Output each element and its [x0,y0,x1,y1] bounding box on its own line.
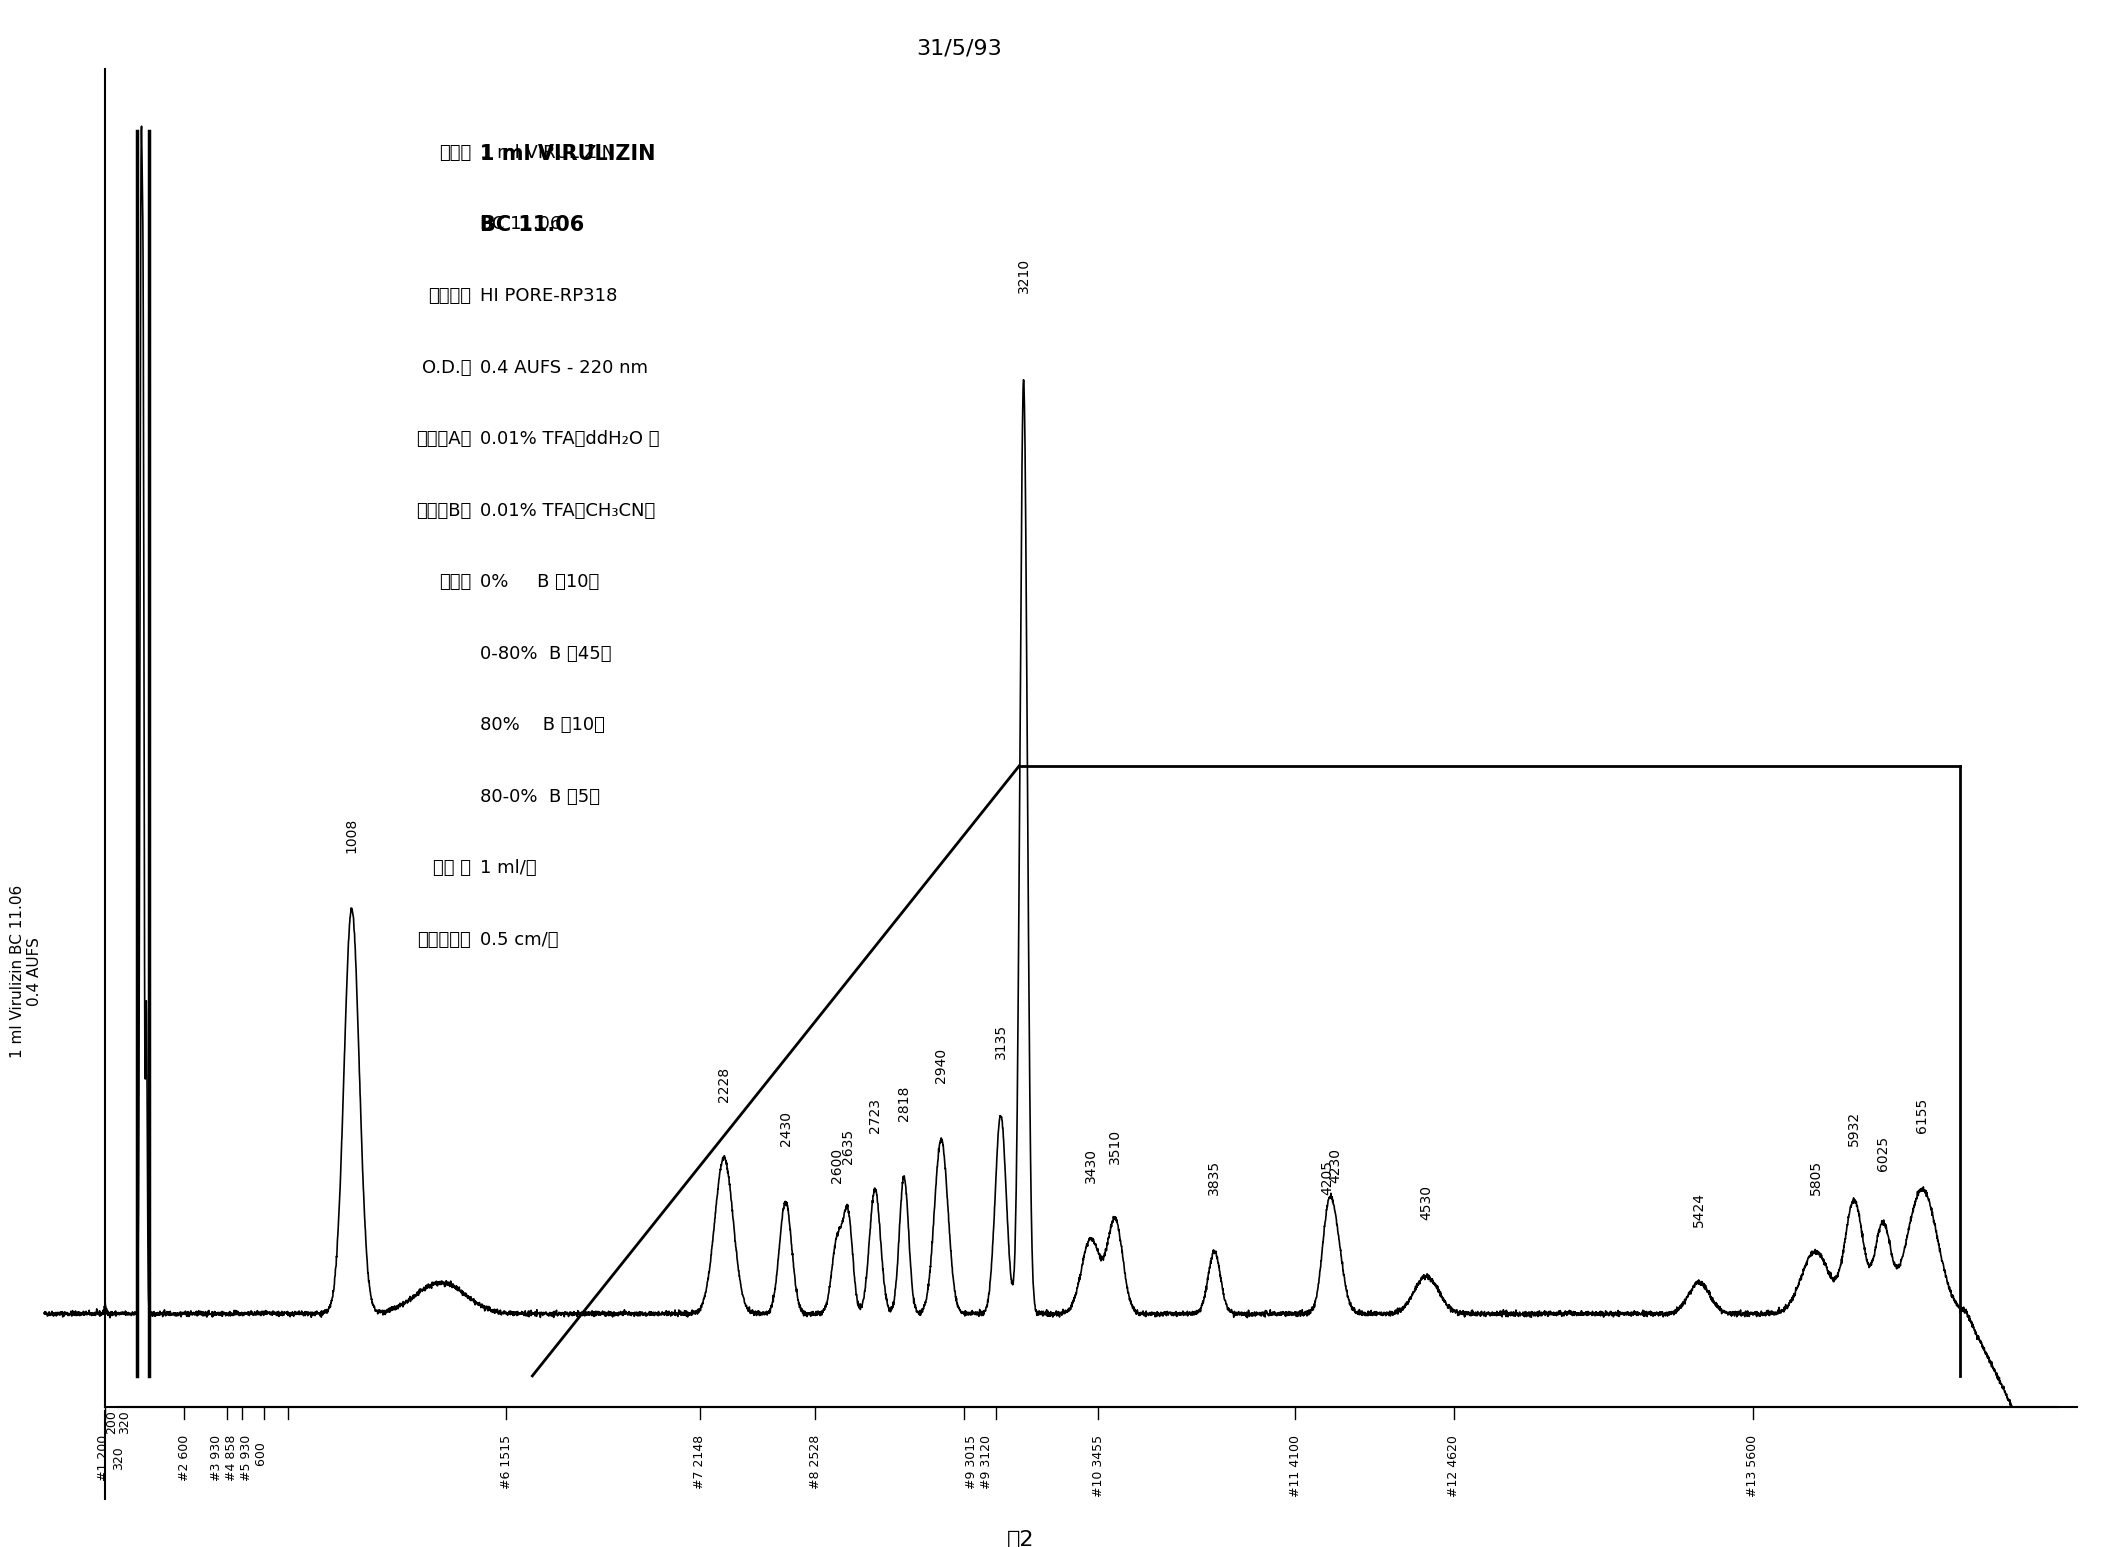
Text: BC 11.06: BC 11.06 [480,215,585,235]
Text: 5932: 5932 [1847,1111,1860,1146]
Text: 1008: 1008 [344,818,359,854]
Text: 0-80%  B 在45分: 0-80% B 在45分 [480,645,612,662]
Text: 2600: 2600 [831,1148,844,1183]
Text: 1 ml Virulizin BC 11.06
0.4 AUFS: 1 ml Virulizin BC 11.06 0.4 AUFS [11,885,43,1058]
Text: #12 4620: #12 4620 [1448,1436,1461,1497]
Text: 0.4 AUFS - 220 nm: 0.4 AUFS - 220 nm [480,359,648,376]
Text: 3135: 3135 [993,1024,1008,1058]
Text: 层析柱：: 层析柱： [427,286,472,305]
Text: 80-0%  B 在5分: 80-0% B 在5分 [480,787,600,806]
Text: 200: 200 [104,1411,117,1434]
Text: 0.5 cm/分: 0.5 cm/分 [480,931,559,948]
Text: #8 2528: #8 2528 [810,1436,823,1490]
Text: #2 600: #2 600 [179,1436,191,1482]
Text: 2430: 2430 [778,1111,793,1146]
Text: 缓冲液B：: 缓冲液B： [417,501,472,520]
Text: 0%     B 在10分: 0% B 在10分 [480,574,600,591]
Text: 图2: 图2 [1008,1530,1035,1547]
Text: 0.01% TFA在CH₃CN中: 0.01% TFA在CH₃CN中 [480,501,655,520]
Text: 3510: 3510 [1108,1129,1123,1165]
Text: 4530: 4530 [1420,1185,1433,1221]
Text: BC 11.06: BC 11.06 [480,215,561,234]
Text: 4230: 4230 [1329,1148,1342,1183]
Text: #10 3455: #10 3455 [1093,1436,1106,1497]
Text: #1 200
320: #1 200 320 [98,1436,125,1482]
Text: #11 4100: #11 4100 [1288,1436,1301,1497]
Text: 5424: 5424 [1692,1191,1707,1227]
Text: 3430: 3430 [1084,1148,1097,1183]
Text: 6155: 6155 [1916,1098,1928,1134]
Text: 出图速度：: 出图速度： [417,931,472,948]
Text: 5805: 5805 [1809,1160,1822,1196]
Text: HI PORE-RP318: HI PORE-RP318 [480,286,619,305]
Text: 1 ml VIRULIZIN: 1 ml VIRULIZIN [480,144,617,162]
Text: #13 5600: #13 5600 [1745,1436,1760,1497]
Text: #3 930
#4 858
#5 930
  600: #3 930 #4 858 #5 930 600 [210,1436,268,1482]
Text: #9 3015
#9 3120: #9 3015 #9 3120 [965,1436,993,1490]
Text: 梯度：: 梯度： [440,574,472,591]
Text: #7 2148: #7 2148 [693,1436,706,1490]
Text: 1 ml/分: 1 ml/分 [480,860,538,877]
Text: 流速 ：: 流速 ： [434,860,472,877]
Text: 80%    B 在10分: 80% B 在10分 [480,716,606,735]
Text: #6 1515: #6 1515 [500,1436,512,1490]
Text: 1 ml VIRULIZIN: 1 ml VIRULIZIN [480,144,657,164]
Text: 2635: 2635 [842,1129,855,1165]
Text: 2228: 2228 [716,1067,731,1101]
Text: 3210: 3210 [1016,258,1031,294]
Text: 3835: 3835 [1208,1160,1220,1196]
Text: 320: 320 [119,1411,132,1434]
Text: O.D.：: O.D.： [421,359,472,376]
Text: 缓冲液A：: 缓冲液A： [417,430,472,449]
Text: 6025: 6025 [1875,1135,1890,1171]
Text: 31/5/93: 31/5/93 [916,39,1001,59]
Text: 2723: 2723 [867,1098,882,1134]
Text: 0.01% TFA在ddH₂O 中: 0.01% TFA在ddH₂O 中 [480,430,659,449]
Text: 样品：: 样品： [440,144,472,162]
Text: 2940: 2940 [933,1049,948,1083]
Text: 2818: 2818 [897,1086,910,1120]
Text: 4205: 4205 [1320,1160,1335,1196]
